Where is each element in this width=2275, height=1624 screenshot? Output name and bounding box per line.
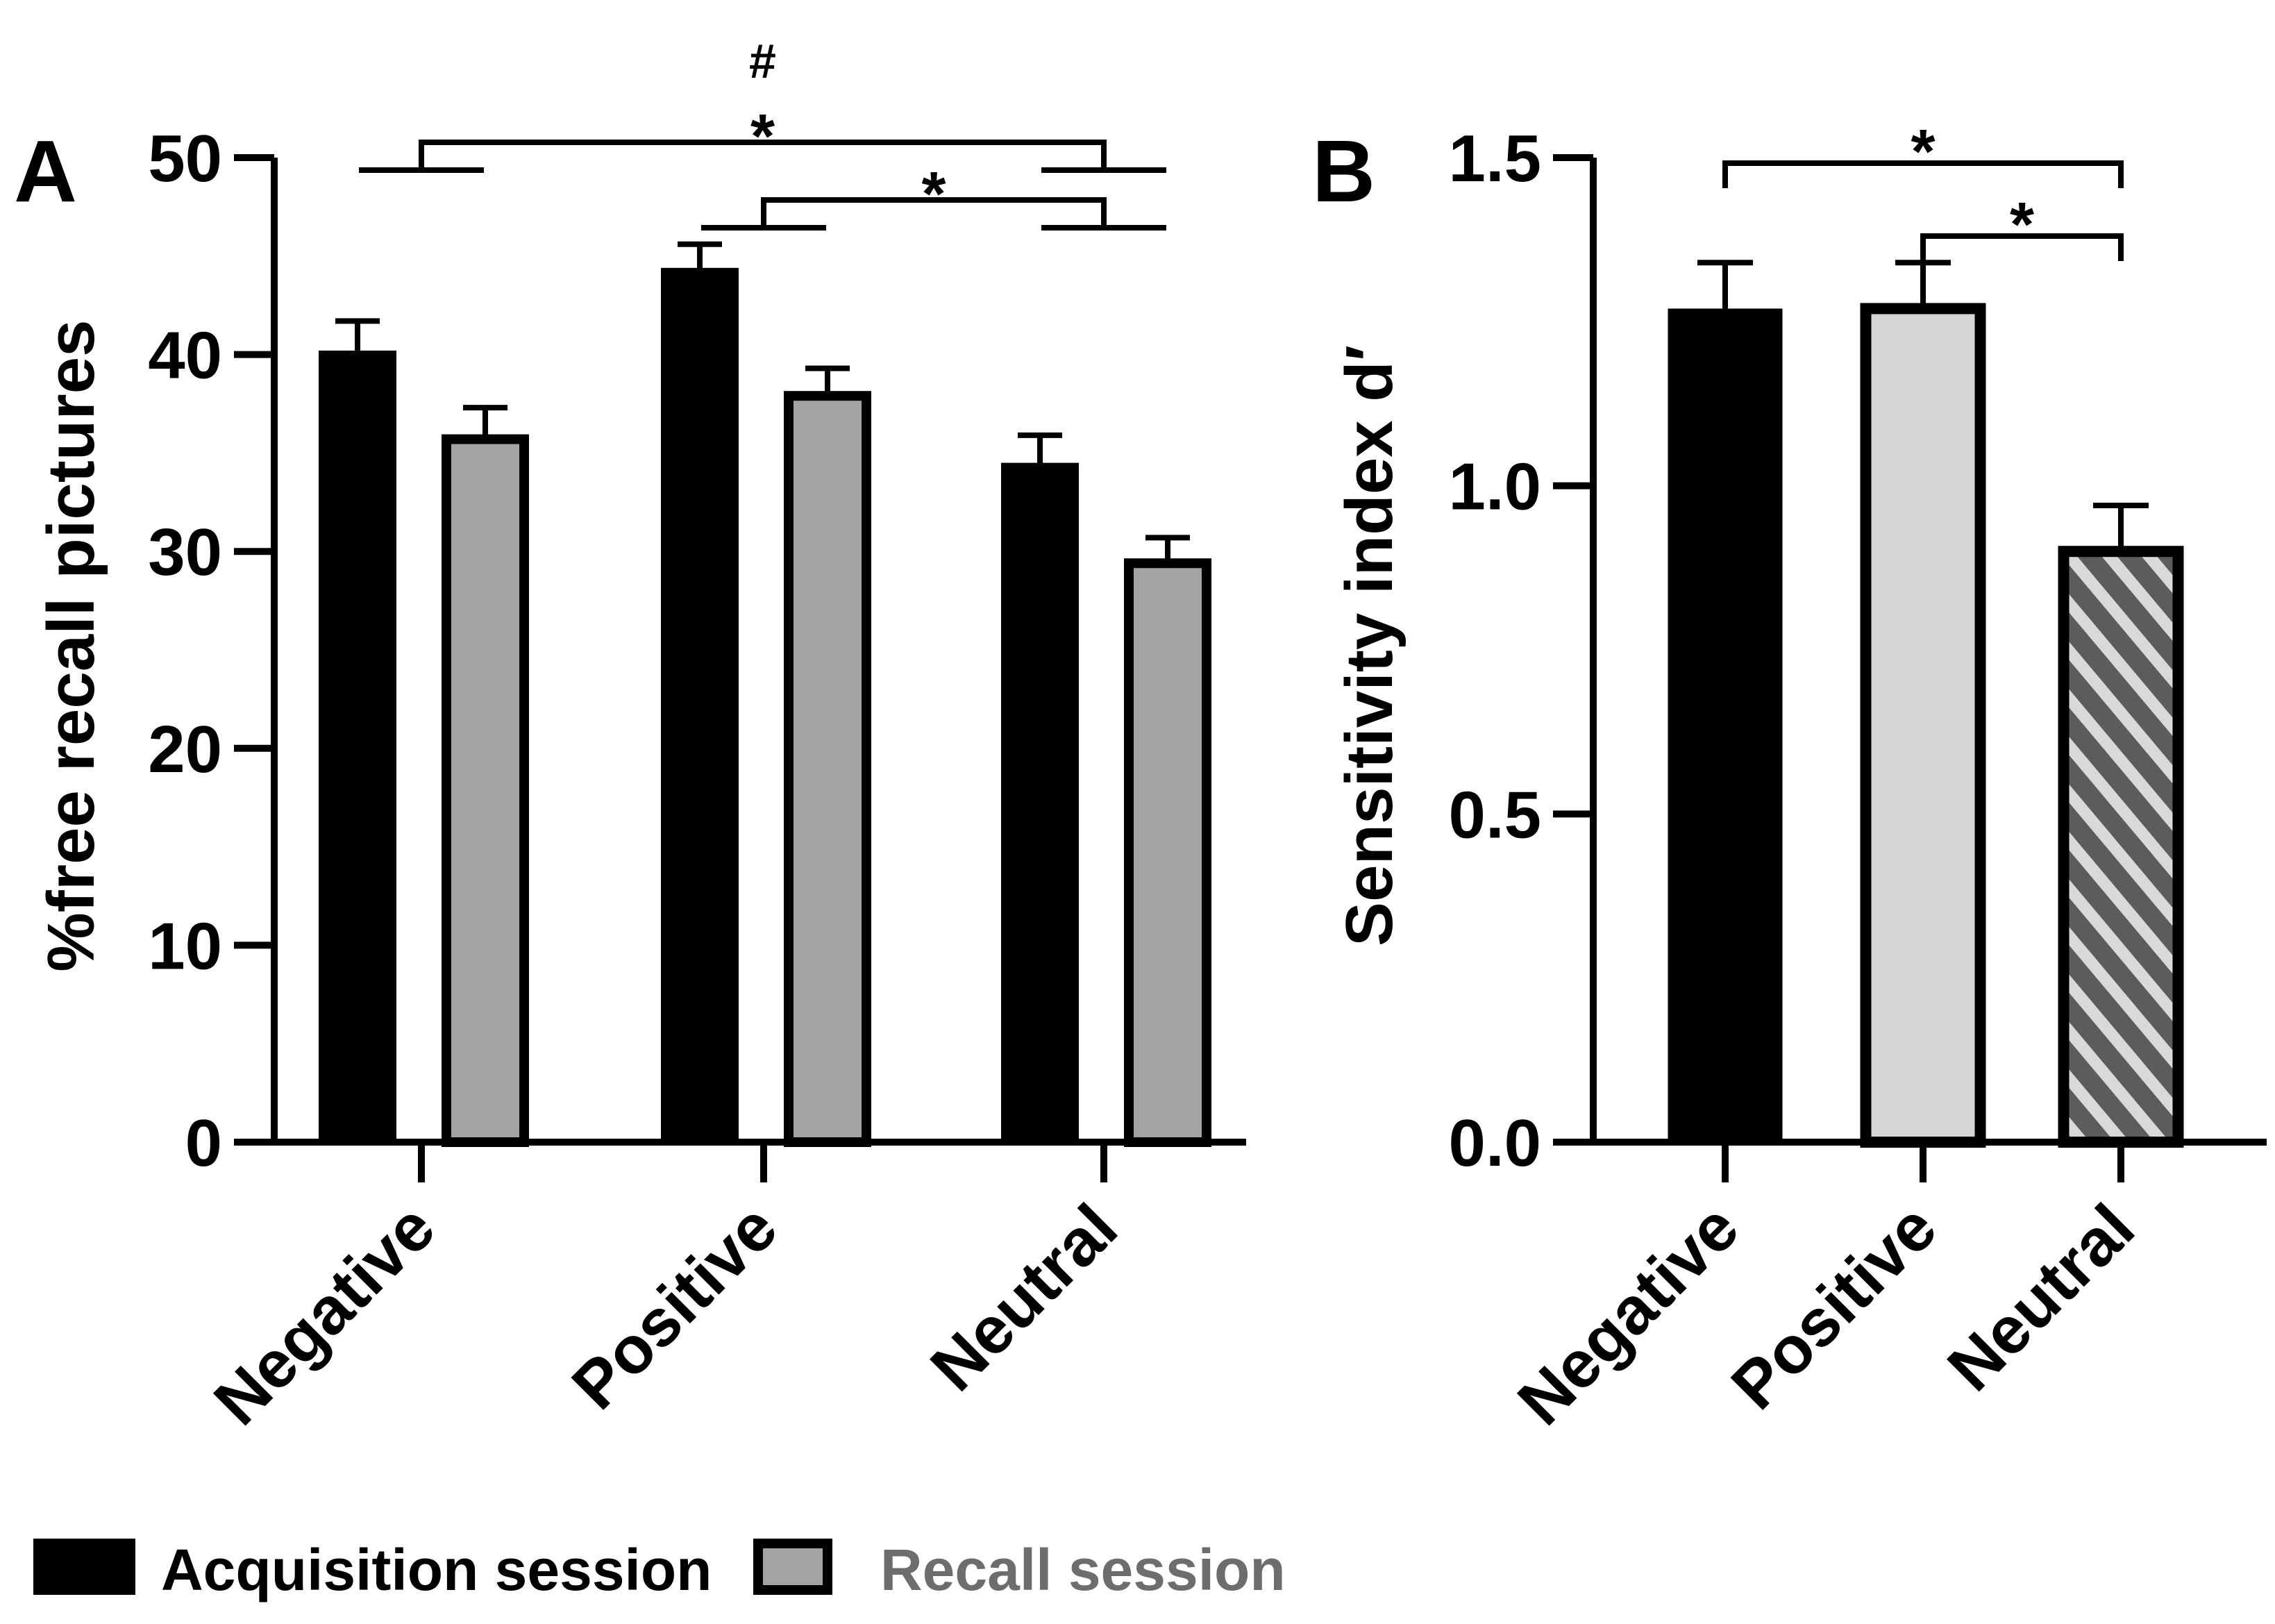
- y-tick-label-1-0: 1.0: [1449, 450, 1541, 524]
- y-tick-label-0-5: 0.5: [1449, 778, 1541, 852]
- sig-mark-a-positive-vs-neutral-0: *: [921, 160, 946, 229]
- panel-b-bars: [1668, 303, 2184, 1148]
- panel-a-y-ticks: 0 10 20 30 40 50: [148, 122, 274, 1180]
- x-tick-label-positive: Positive: [1718, 1190, 1951, 1423]
- sig-mark-b-negative-vs-neutral-0: *: [1911, 117, 1935, 187]
- bar-b-negative: [1668, 308, 1783, 1143]
- panel-a-error-bars: [335, 241, 1190, 564]
- legend-swatch-recall: [753, 1539, 832, 1595]
- bar-a-neutral-recall: [1124, 558, 1211, 1147]
- panel-a: A %free recall pictures 0 10 20 30 40 50 Nega…: [14, 34, 1246, 1439]
- legend: Acquisition session Recall session: [33, 1537, 1286, 1602]
- panel-b-y-ticks: 0.0 0.5 1.0 1.5: [1449, 122, 1593, 1180]
- panel-b: B Sensitivity index d′ 0.0 0.5 1.0 1.5 Nega…: [1312, 117, 2267, 1439]
- sig-mark-b-positive-vs-neutral-0: *: [2010, 190, 2034, 260]
- sig-bracket-a-negative-vs-neutral: [419, 140, 1107, 170]
- panel-a-axes: [271, 158, 1246, 1146]
- x-tick-label-positive: Positive: [558, 1190, 791, 1423]
- y-tick-label-0: 0: [185, 1106, 222, 1180]
- x-tick-label-neutral: Neutral: [1933, 1190, 2149, 1405]
- panel-a-y-axis-title: %free recall pictures: [34, 319, 108, 971]
- x-tick-label-negative: Negative: [200, 1190, 449, 1439]
- panel-b-label: B: [1312, 122, 1375, 220]
- legend-label-acquisition: Acquisition session: [161, 1537, 712, 1602]
- panel-b-error-bars: [1697, 260, 2149, 552]
- panel-b-y-axis-title: Sensitivity index d′: [1332, 345, 1407, 946]
- y-tick-label-1-5: 1.5: [1449, 122, 1541, 196]
- sig-mark-a-negative-vs-neutral-1: *: [750, 102, 775, 171]
- bar-a-negative-recall: [442, 434, 529, 1147]
- y-tick-label-30: 30: [148, 515, 222, 589]
- panel-b-significance: **: [1722, 117, 2124, 261]
- y-tick-label-20: 20: [148, 712, 222, 787]
- bar-b-positive: [1860, 303, 1986, 1148]
- panel-a-label: A: [14, 122, 77, 220]
- sig-mark-a-negative-vs-neutral-0: #: [749, 34, 776, 88]
- bar-a-negative-acquisition: [319, 350, 396, 1143]
- bar-a-positive-acquisition: [661, 267, 739, 1142]
- panel-a-bars: [319, 267, 1211, 1147]
- panel-b-axes: [1590, 158, 2267, 1146]
- panel-a-x-ticks: Negative Positive Neutral: [200, 1142, 1132, 1439]
- sig-bracket-b-positive-vs-neutral: [1920, 233, 2124, 261]
- y-tick-label-50: 50: [148, 122, 222, 196]
- sig-bracket-a-positive-vs-neutral: [761, 197, 1107, 228]
- x-tick-label-negative: Negative: [1504, 1190, 1753, 1439]
- bar-a-neutral-acquisition: [1001, 462, 1079, 1142]
- sig-bracket-b-negative-vs-neutral: [1722, 160, 2124, 188]
- y-tick-label-40: 40: [148, 319, 222, 393]
- legend-swatch-acquisition: [33, 1539, 135, 1595]
- y-tick-label-0-0: 0.0: [1449, 1106, 1541, 1180]
- bar-a-positive-recall: [784, 391, 871, 1147]
- panel-a-significance: # * *: [359, 34, 1166, 231]
- y-tick-label-10: 10: [148, 909, 222, 983]
- legend-label-recall: Recall session: [880, 1537, 1286, 1602]
- x-tick-label-neutral: Neutral: [916, 1190, 1132, 1405]
- bar-b-neutral: [2058, 546, 2184, 1148]
